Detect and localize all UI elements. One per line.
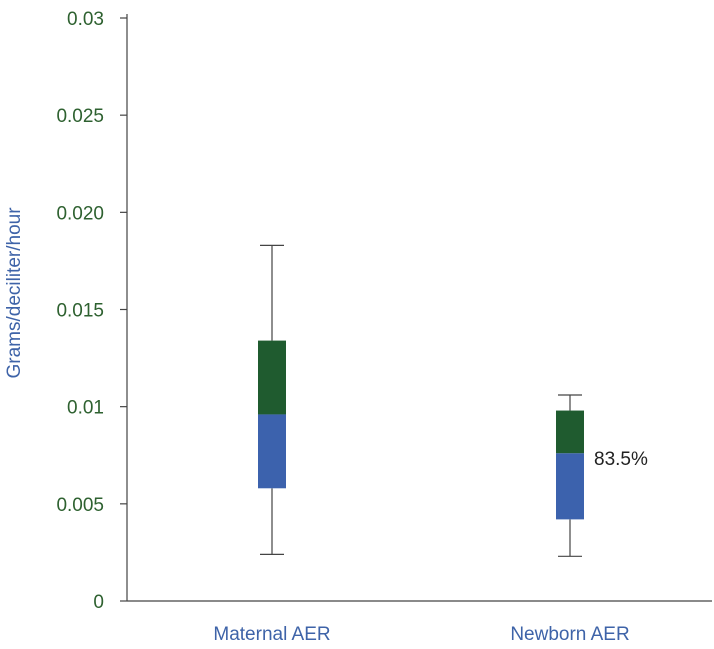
upper-box-segment	[556, 410, 584, 454]
y-axis-label: Grams/deciliter/hour	[4, 207, 25, 379]
x-tick-label: Maternal AER	[213, 624, 330, 645]
boxes	[258, 244, 584, 557]
lower-box-segment	[258, 414, 286, 489]
y-axis-ticks: 0 0.005 0.01 0.015 0.020 0.025 0.03	[56, 9, 127, 613]
axes	[126, 14, 712, 602]
x-tick-label: Newborn AER	[510, 624, 629, 645]
upper-box-segment	[258, 340, 286, 415]
percent-annotation: 83.5%	[594, 449, 648, 470]
y-tick-label: 0.025	[56, 106, 104, 127]
x-axis-ticks: Maternal AER Newborn AER	[213, 624, 629, 645]
box-newborn-aer	[556, 394, 584, 557]
box-maternal-aer	[258, 244, 286, 555]
y-tick-label: 0.015	[56, 301, 104, 322]
y-tick-label: 0.020	[56, 203, 104, 224]
y-tick-label: 0.005	[56, 495, 104, 516]
lower-box-segment	[556, 453, 584, 520]
y-tick-label: 0.03	[67, 9, 104, 30]
annotations: 83.5%	[594, 449, 648, 470]
y-tick-label: 0	[93, 592, 104, 613]
y-tick-label: 0.01	[67, 398, 104, 419]
